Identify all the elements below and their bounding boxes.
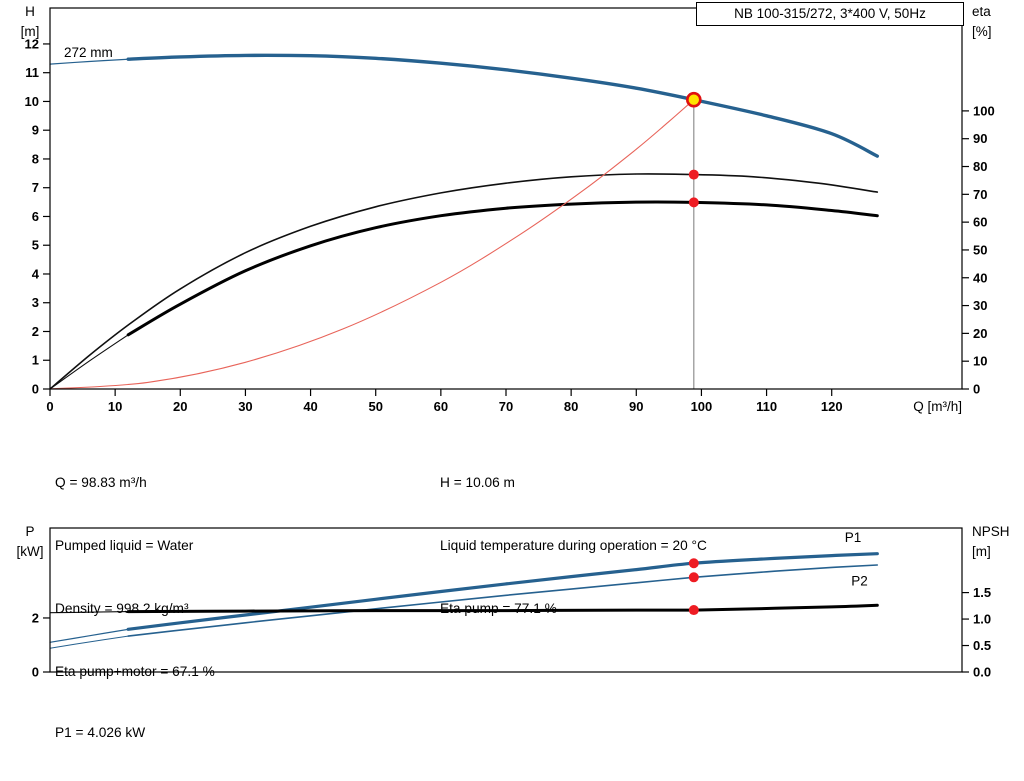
eta-pump-motor-duty-dot (688, 197, 699, 208)
npsh-curve (126, 603, 879, 614)
p1-curve (126, 552, 879, 631)
result-pumped-liquid: Pumped liquid = Water (55, 538, 194, 553)
result-eta-pump-motor: Eta pump+motor = 67.1 % (55, 664, 215, 679)
y-left-tick-label: 0 (32, 382, 39, 397)
result-block-right: H = 10.06 m Liquid temperature during op… (440, 430, 707, 661)
y-left-tick-label: 11 (25, 65, 39, 80)
result-p1: P1 = 4.026 kW (55, 725, 146, 740)
x-tick-label: 0 (46, 399, 53, 414)
y-right-tick-label: 30 (973, 298, 987, 313)
y-left-tick-label: 2 (32, 610, 39, 625)
impeller-diameter-label: 272 mm (64, 45, 113, 60)
y-right-tick-label: 90 (973, 131, 987, 146)
head-efficiency-chart-yright-unit: [%] (972, 24, 992, 39)
y-right-tick-label: 20 (973, 326, 987, 341)
p2-curve (127, 564, 879, 637)
y-left-tick-label: 4 (32, 266, 40, 281)
x-tick-label: 20 (173, 399, 187, 414)
power-npsh-chart-yright-title: NPSH (972, 524, 1010, 539)
system-curve (49, 99, 695, 390)
npsh-curve-lead (49, 611, 129, 614)
y-right-tick-label: 0.0 (973, 665, 991, 680)
y-right-tick-label: 80 (973, 159, 987, 174)
result-density: Density = 998.2 kg/m³ (55, 601, 189, 616)
x-tick-label: 40 (303, 399, 317, 414)
pump-title-box: NB 100-315/272, 3*400 V, 50Hz (696, 2, 964, 26)
head-curve-lead (49, 58, 129, 65)
y-right-tick-label: 10 (973, 354, 987, 369)
eta-pump-duty-dot (688, 169, 699, 180)
p1-duty-dot (688, 558, 699, 569)
x-tick-label: 80 (564, 399, 578, 414)
y-left-tick-label: 2 (32, 324, 39, 339)
y-left-tick-label: 0 (32, 665, 39, 680)
x-tick-label: 60 (434, 399, 448, 414)
y-right-tick-label: 70 (973, 187, 987, 202)
x-tick-label: 120 (821, 399, 843, 414)
head-efficiency-chart-yleft-title: H (25, 4, 35, 19)
power-npsh-chart-yleft-unit: [kW] (17, 544, 44, 559)
y-right-tick-label: 100 (973, 103, 995, 118)
y-left-tick-label: 8 (32, 151, 39, 166)
p2-curve-label: P2 (851, 574, 868, 589)
head-curve-272mm (126, 53, 879, 158)
x-tick-label: 70 (499, 399, 513, 414)
y-left-tick-label: 7 (32, 180, 39, 195)
y-left-tick-label: 1 (32, 353, 39, 368)
x-tick-label: 50 (368, 399, 382, 414)
head-efficiency-chart-yright-title: eta (972, 4, 991, 19)
x-tick-label: 100 (691, 399, 713, 414)
power-npsh-chart: 0 2 0.0 0.5 1.0 1.5 P [kW] NPSH [m] P1 P2 (17, 524, 1010, 680)
y-left-tick-label: 6 (32, 209, 39, 224)
y-right-tick-label: 1.5 (973, 585, 991, 600)
head-efficiency-chart-x-title: Q [m³/h] (913, 399, 962, 414)
p1-curve-lead (49, 628, 129, 643)
power-npsh-chart-yleft-title: P (25, 524, 34, 539)
result-h: H = 10.06 m (440, 475, 515, 490)
y-right-tick-label: 50 (973, 242, 987, 257)
result-eta-pump: Eta pump = 77.1 % (440, 601, 557, 616)
duty-point-marker[interactable] (686, 91, 702, 108)
y-right-tick-label: 1.0 (973, 612, 991, 627)
y-left-tick-label: 9 (32, 123, 39, 138)
p2-curve-lead (49, 635, 129, 649)
y-left-tick-label: 5 (32, 238, 39, 253)
head-efficiency-chart-yleft-unit: [m] (21, 24, 40, 39)
result-q: Q = 98.83 m³/h (55, 475, 147, 490)
p1-curve-label: P1 (845, 530, 862, 545)
x-tick-label: 10 (108, 399, 122, 414)
y-left-tick-label: 10 (25, 94, 39, 109)
eta-pump-motor-curve (126, 200, 879, 337)
p2-duty-dot (688, 572, 699, 583)
power-npsh-chart-yright-unit: [m] (972, 544, 991, 559)
eta-pump-motor-lead (49, 334, 129, 390)
y-right-tick-label: 40 (973, 270, 987, 285)
x-tick-label: 30 (238, 399, 252, 414)
head-efficiency-chart-frame (49, 7, 963, 390)
power-result-block: P1 = 4.026 kW P2 = 3.505 kW NPSH = 1.17 … (55, 680, 367, 781)
power-npsh-chart-frame (49, 527, 963, 673)
eta-pump-curve (49, 173, 879, 390)
y-left-tick-label: 12 (25, 36, 39, 51)
x-tick-label: 90 (629, 399, 643, 414)
y-right-tick-label: 0 (973, 382, 980, 397)
head-efficiency-chart: 0 10 20 30 40 50 60 70 80 90 100 110 120012345678910… (21, 4, 995, 414)
result-liquid-temperature: Liquid temperature during operation = 20… (440, 538, 707, 553)
y-right-tick-label: 60 (973, 215, 987, 230)
y-left-tick-label: 3 (32, 295, 39, 310)
npsh-duty-dot (688, 605, 699, 616)
result-block-left: Q = 98.83 m³/h Pumped liquid = Water Den… (55, 430, 215, 724)
x-tick-label: 110 (756, 399, 777, 414)
y-right-tick-label: 0.5 (973, 638, 991, 653)
